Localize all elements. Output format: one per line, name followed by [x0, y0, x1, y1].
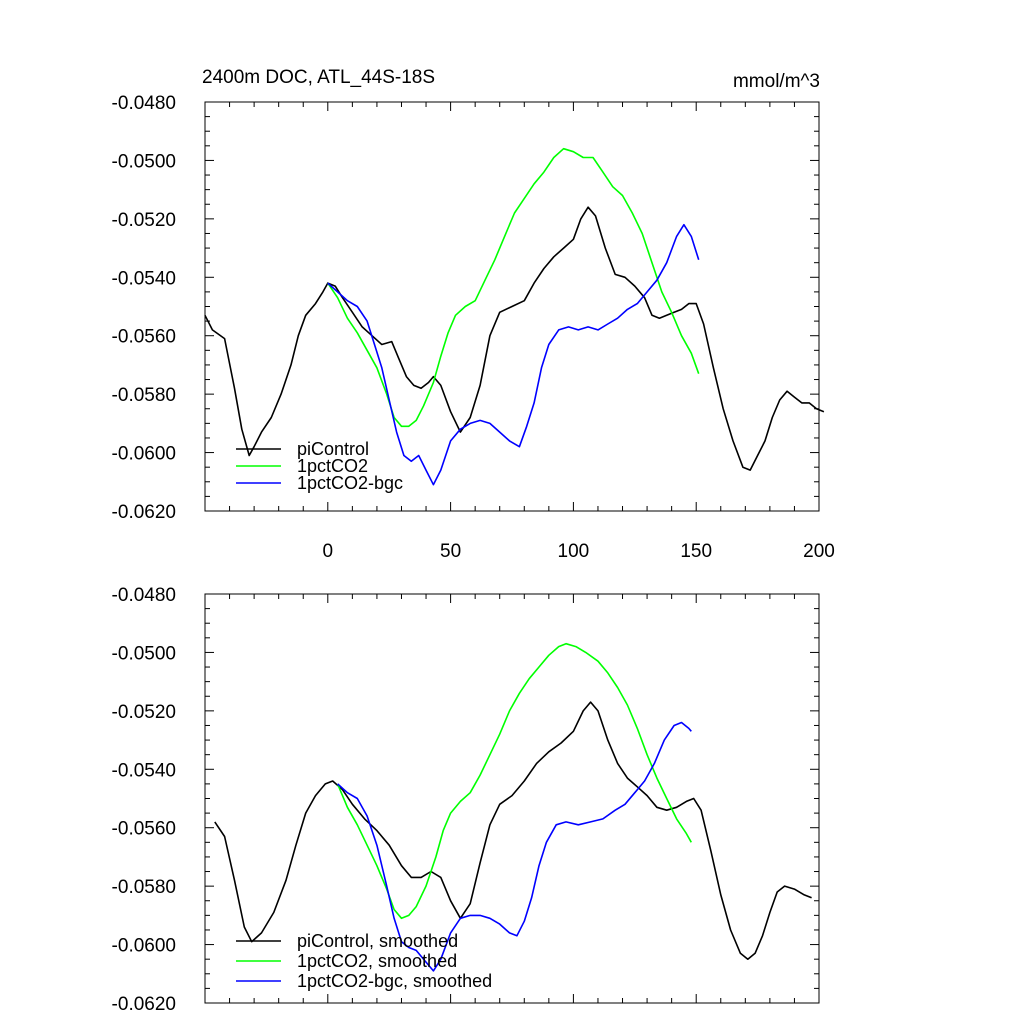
y-axis: -0.0480 -0.0500 -0.0520 -0.0540 -0.0560 -0.05…: [112, 585, 819, 1015]
x-tick-label: 150: [680, 541, 712, 562]
x-axis: 0 50 100 150 200: [229, 102, 835, 562]
y-tick-label: -0.0500: [112, 643, 176, 664]
y-tick-label: -0.0480: [112, 585, 176, 606]
y-tick-label: -0.0540: [112, 760, 176, 781]
y-tick-label: -0.0520: [112, 210, 176, 231]
series-line-1pctco2-bgc: [327, 223, 700, 486]
y-axis: -0.0480 -0.0500 -0.0520 -0.0540 -0.0560 -0.05…: [112, 93, 819, 523]
y-tick-label: -0.0560: [112, 819, 176, 840]
y-tick-label: -0.0520: [112, 702, 176, 723]
series-layer: [204, 147, 825, 486]
y-tick-label: -0.0500: [112, 151, 176, 172]
bottom-panel: -0.0480 -0.0500 -0.0520 -0.0540 -0.0560 -0.05…: [112, 585, 820, 1015]
series-line-picontrol-smoothed: [214, 701, 812, 960]
legend-label: piControl, smoothed: [297, 931, 458, 951]
y-tick-label: -0.0600: [112, 444, 176, 465]
legend-label: 1pctCO2-bgc: [297, 473, 403, 493]
y-tick-label: -0.0620: [112, 502, 176, 523]
x-tick-label: 200: [803, 541, 835, 562]
y-tick-label: -0.0540: [112, 268, 176, 289]
x-axis: [229, 594, 820, 1003]
y-tick-label: -0.0480: [112, 93, 176, 114]
y-tick-label: -0.0580: [112, 877, 176, 898]
series-layer: [214, 642, 812, 972]
legend-label: 1pctCO2: [297, 456, 368, 476]
series-line-1pctco2-bgc-smoothed: [337, 721, 692, 972]
units-label: mmol/m^3: [733, 71, 820, 92]
y-tick-label: -0.0600: [112, 936, 176, 957]
series-line-1pctco2-smoothed: [336, 642, 692, 920]
legend-label: 1pctCO2-bgc, smoothed: [297, 971, 492, 991]
y-tick-label: -0.0620: [112, 994, 176, 1015]
legend-label: 1pctCO2, smoothed: [297, 951, 457, 971]
x-tick-label: 50: [440, 541, 461, 562]
series-line-1pctco2: [327, 147, 700, 428]
x-tick-label: 0: [323, 541, 334, 562]
legend-label: piControl: [297, 439, 369, 459]
panel-title: 2400m DOC, ATL_44S-18S: [202, 67, 435, 88]
top-panel: 2400m DOC, ATL_44S-18S mmol/m^3 -0.0480-…: [112, 67, 835, 562]
y-tick-label: -0.0560: [112, 327, 176, 348]
x-tick-label: 100: [558, 541, 590, 562]
y-tick-label: -0.0580: [112, 385, 176, 406]
series-line-picontrol: [204, 206, 825, 471]
